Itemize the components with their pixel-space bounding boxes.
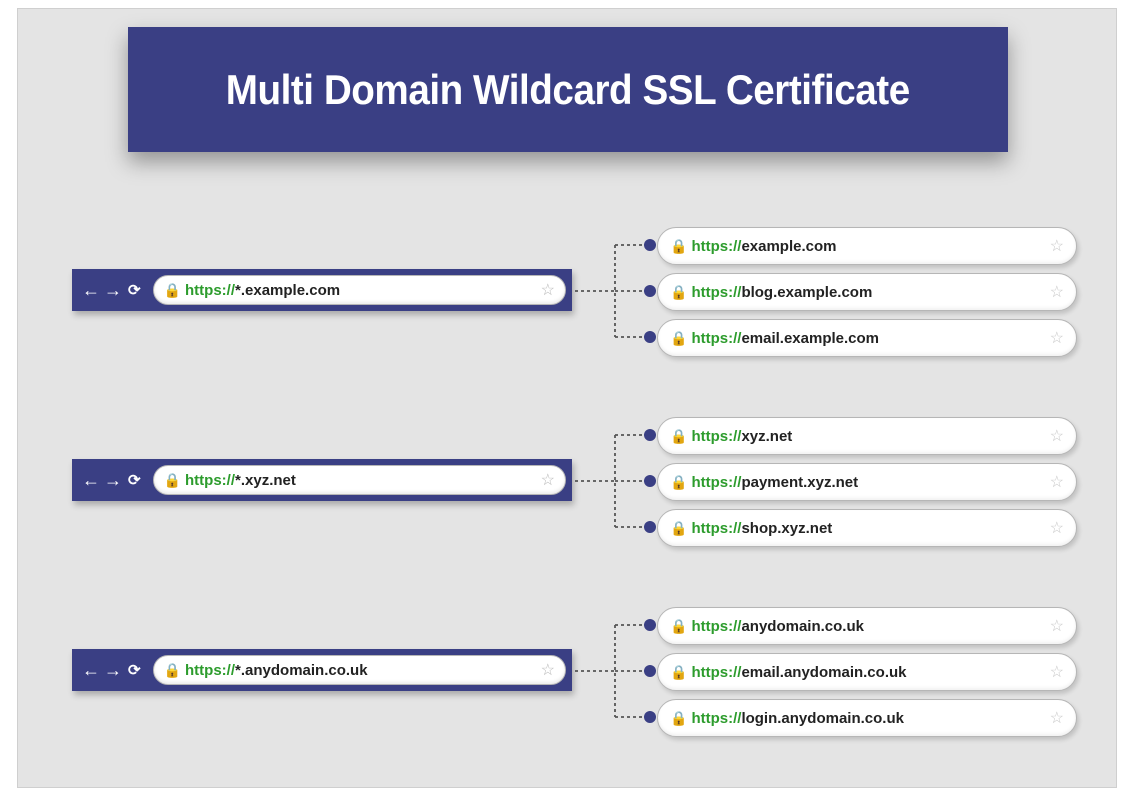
lock-icon: 🔒 — [164, 472, 181, 489]
reload-icon: ⟳ — [128, 281, 145, 299]
url-pill: 🔒 https://*.xyz.net ☆ — [153, 465, 566, 495]
star-icon: ☆ — [541, 470, 555, 490]
star-icon: ☆ — [1050, 328, 1064, 348]
lock-icon: 🔒 — [670, 428, 687, 445]
star-icon: ☆ — [1050, 662, 1064, 682]
url-scheme: https:// — [691, 284, 741, 301]
forward-icon: → — [104, 470, 126, 491]
lock-icon: 🔒 — [670, 284, 687, 301]
star-icon: ☆ — [1050, 708, 1064, 728]
nav-controls: ← → ⟳ — [82, 660, 145, 681]
target-url-1c: 🔒 https://email.example.com ☆ — [657, 319, 1077, 357]
title-banner: Multi Domain Wildcard SSL Certificate — [128, 27, 1008, 152]
url-scheme: https:// — [691, 664, 741, 681]
url-path: shop.xyz.net — [741, 520, 832, 537]
target-url-3b: 🔒 https://email.anydomain.co.uk ☆ — [657, 653, 1077, 691]
back-icon: ← — [82, 470, 104, 491]
star-icon: ☆ — [1050, 472, 1064, 492]
target-url-1b: 🔒 https://blog.example.com ☆ — [657, 273, 1077, 311]
connector-2 — [575, 421, 660, 541]
forward-icon: → — [104, 280, 126, 301]
star-icon: ☆ — [1050, 616, 1064, 636]
connector-1 — [575, 231, 660, 351]
nav-controls: ← → ⟳ — [82, 470, 145, 491]
lock-icon: 🔒 — [670, 520, 687, 537]
url-path: *.anydomain.co.uk — [235, 662, 368, 679]
url-scheme: https:// — [691, 618, 741, 635]
star-icon: ☆ — [1050, 282, 1064, 302]
lock-icon: 🔒 — [670, 710, 687, 727]
lock-icon: 🔒 — [164, 282, 181, 299]
url-scheme: https:// — [185, 662, 235, 679]
url-path: example.com — [741, 238, 836, 255]
target-url-1a: 🔒 https://example.com ☆ — [657, 227, 1077, 265]
url-path: *.xyz.net — [235, 472, 296, 489]
url-scheme: https:// — [185, 282, 235, 299]
url-scheme: https:// — [691, 710, 741, 727]
star-icon: ☆ — [541, 660, 555, 680]
wildcard-addressbar-1: ← → ⟳ 🔒 https://*.example.com ☆ — [72, 269, 572, 311]
reload-icon: ⟳ — [128, 661, 145, 679]
url-path: login.anydomain.co.uk — [741, 710, 904, 727]
url-path: xyz.net — [741, 428, 792, 445]
back-icon: ← — [82, 660, 104, 681]
diagram-canvas: Multi Domain Wildcard SSL Certificate ← … — [17, 8, 1117, 788]
target-url-2a: 🔒 https://xyz.net ☆ — [657, 417, 1077, 455]
lock-icon: 🔒 — [670, 618, 687, 635]
star-icon: ☆ — [1050, 236, 1064, 256]
url-scheme: https:// — [691, 520, 741, 537]
url-path: anydomain.co.uk — [741, 618, 864, 635]
url-path: payment.xyz.net — [741, 474, 858, 491]
lock-icon: 🔒 — [670, 664, 687, 681]
target-url-3c: 🔒 https://login.anydomain.co.uk ☆ — [657, 699, 1077, 737]
forward-icon: → — [104, 660, 126, 681]
lock-icon: 🔒 — [670, 238, 687, 255]
url-pill: 🔒 https://*.example.com ☆ — [153, 275, 566, 305]
star-icon: ☆ — [541, 280, 555, 300]
url-scheme: https:// — [691, 330, 741, 347]
lock-icon: 🔒 — [670, 330, 687, 347]
url-scheme: https:// — [691, 474, 741, 491]
url-path: email.anydomain.co.uk — [741, 664, 906, 681]
target-url-3a: 🔒 https://anydomain.co.uk ☆ — [657, 607, 1077, 645]
url-scheme: https:// — [691, 428, 741, 445]
title-text: Multi Domain Wildcard SSL Certificate — [226, 66, 910, 114]
connector-3 — [575, 611, 660, 731]
reload-icon: ⟳ — [128, 471, 145, 489]
url-pill: 🔒 https://*.anydomain.co.uk ☆ — [153, 655, 566, 685]
url-scheme: https:// — [185, 472, 235, 489]
url-path: blog.example.com — [741, 284, 872, 301]
target-url-2c: 🔒 https://shop.xyz.net ☆ — [657, 509, 1077, 547]
domain-group-2: ← → ⟳ 🔒 https://*.xyz.net ☆ — [72, 409, 1082, 549]
back-icon: ← — [82, 280, 104, 301]
star-icon: ☆ — [1050, 426, 1064, 446]
wildcard-addressbar-3: ← → ⟳ 🔒 https://*.anydomain.co.uk ☆ — [72, 649, 572, 691]
lock-icon: 🔒 — [670, 474, 687, 491]
nav-controls: ← → ⟳ — [82, 280, 145, 301]
star-icon: ☆ — [1050, 518, 1064, 538]
lock-icon: 🔒 — [164, 662, 181, 679]
url-path: *.example.com — [235, 282, 340, 299]
wildcard-addressbar-2: ← → ⟳ 🔒 https://*.xyz.net ☆ — [72, 459, 572, 501]
target-url-2b: 🔒 https://payment.xyz.net ☆ — [657, 463, 1077, 501]
url-path: email.example.com — [741, 330, 879, 347]
domain-group-3: ← → ⟳ 🔒 https://*.anydomain.co.uk ☆ — [72, 599, 1082, 739]
domain-group-1: ← → ⟳ 🔒 https://*.example.com ☆ — [72, 219, 1082, 359]
url-scheme: https:// — [691, 238, 741, 255]
